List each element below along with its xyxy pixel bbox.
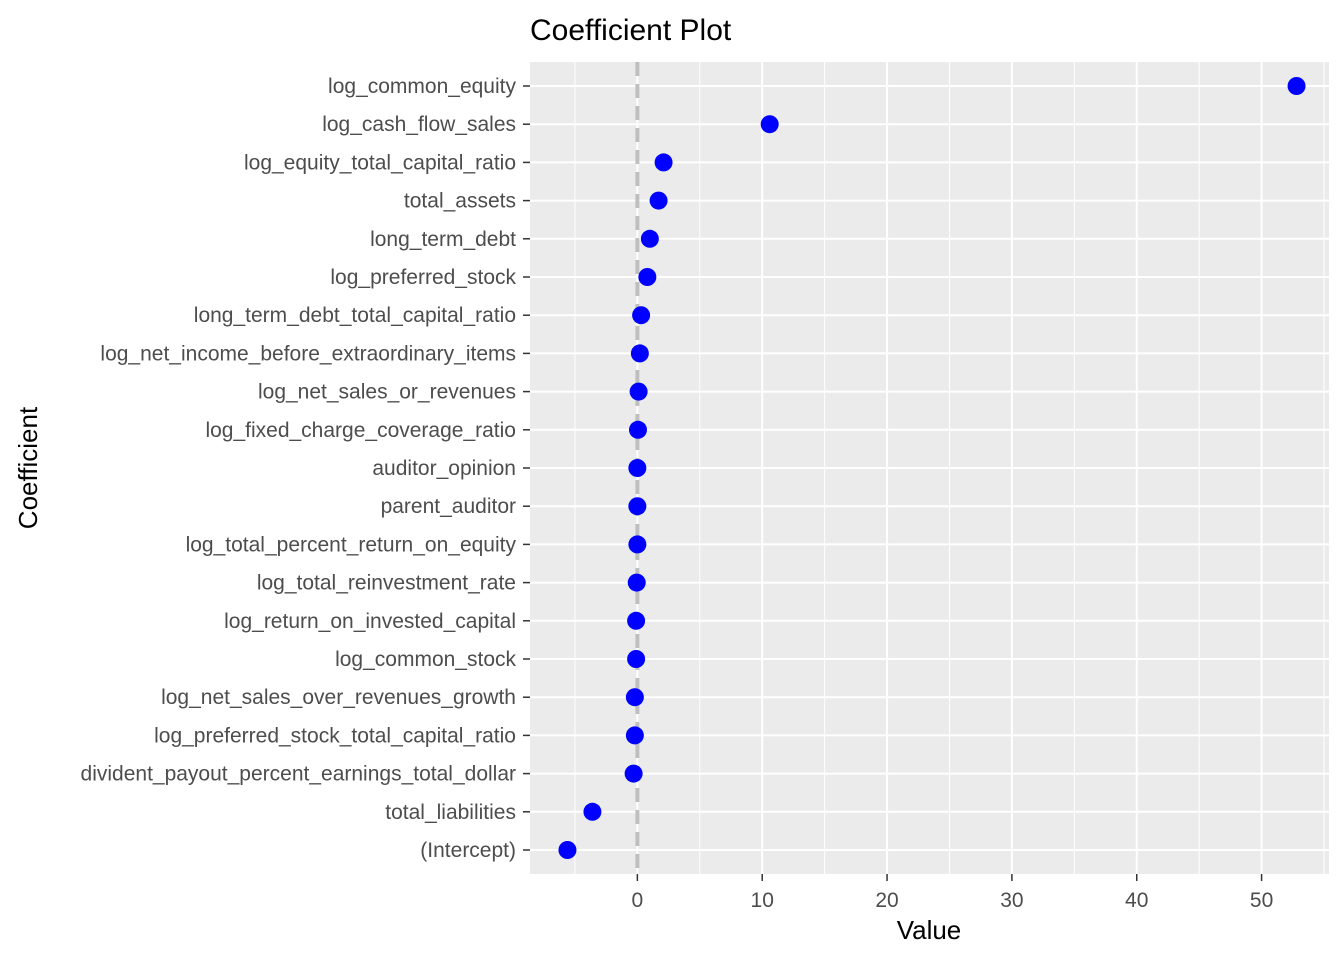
data-point — [1287, 77, 1306, 95]
y-tick-label: long_term_debt — [370, 228, 516, 251]
data-point — [629, 382, 648, 401]
data-point — [632, 306, 651, 325]
data-point — [627, 650, 646, 668]
data-point — [649, 191, 668, 210]
data-point — [625, 726, 644, 745]
y-tick-label: (Intercept) — [420, 839, 516, 862]
y-tick-label: log_total_reinvestment_rate — [257, 572, 516, 595]
y-tick-label: log_net_sales_or_revenues — [258, 381, 516, 404]
data-point — [628, 459, 647, 477]
y-tick-label: log_net_sales_over_revenues_growth — [161, 686, 516, 709]
y-tick-label: log_return_on_invested_capital — [224, 610, 516, 633]
major-gridlines — [530, 62, 1329, 874]
x-axis-ticks: 0 10 20 30 40 50 — [632, 874, 1273, 912]
y-tick-label: log_preferred_stock — [330, 266, 516, 289]
data-point — [558, 841, 577, 859]
y-tick-label: log_common_equity — [328, 75, 516, 98]
data-point — [638, 268, 657, 286]
data-point — [640, 229, 659, 248]
chart-title: Coefficient Plot — [530, 14, 732, 47]
y-tick-label: log_cash_flow_sales — [322, 113, 516, 136]
data-point — [627, 611, 646, 630]
data-point — [624, 764, 643, 783]
y-axis-title: Coefficient — [13, 406, 43, 529]
y-tick-label: log_net_income_before_extraordinary_item… — [100, 342, 516, 365]
data-point — [625, 688, 644, 707]
data-point — [627, 573, 646, 592]
y-tick-label: total_assets — [404, 190, 516, 213]
y-tick-label: total_liabilities — [385, 801, 516, 824]
x-tick-label: 10 — [751, 889, 774, 912]
y-tick-label: log_fixed_charge_coverage_ratio — [205, 419, 516, 442]
data-point — [628, 535, 647, 554]
data-point — [654, 153, 673, 172]
y-tick-label: parent_auditor — [381, 495, 516, 518]
y-tick-label: auditor_opinion — [372, 457, 516, 480]
x-tick-label: 50 — [1250, 889, 1273, 912]
x-tick-label: 30 — [1000, 889, 1023, 912]
y-tick-label: log_total_percent_return_on_equity — [186, 533, 517, 556]
data-point — [583, 802, 602, 821]
data-point — [628, 497, 647, 516]
x-tick-label: 20 — [875, 889, 898, 912]
x-tick-label: 0 — [632, 889, 644, 912]
data-point — [760, 115, 779, 134]
x-axis-title: Value — [897, 915, 962, 945]
y-tick-label: log_common_stock — [335, 648, 516, 671]
data-points — [558, 77, 1306, 859]
y-tick-label: divident_payout_percent_earnings_total_d… — [81, 763, 516, 786]
y-axis-ticks: log_common_equity log_cash_flow_sales log_… — [81, 75, 530, 862]
data-point — [630, 344, 649, 363]
y-tick-label: log_preferred_stock_total_capital_ratio — [154, 724, 516, 747]
x-tick-label: 40 — [1125, 889, 1148, 912]
y-tick-label: long_term_debt_total_capital_ratio — [194, 304, 516, 327]
data-point — [628, 420, 647, 439]
y-tick-label: log_equity_total_capital_ratio — [244, 151, 516, 174]
